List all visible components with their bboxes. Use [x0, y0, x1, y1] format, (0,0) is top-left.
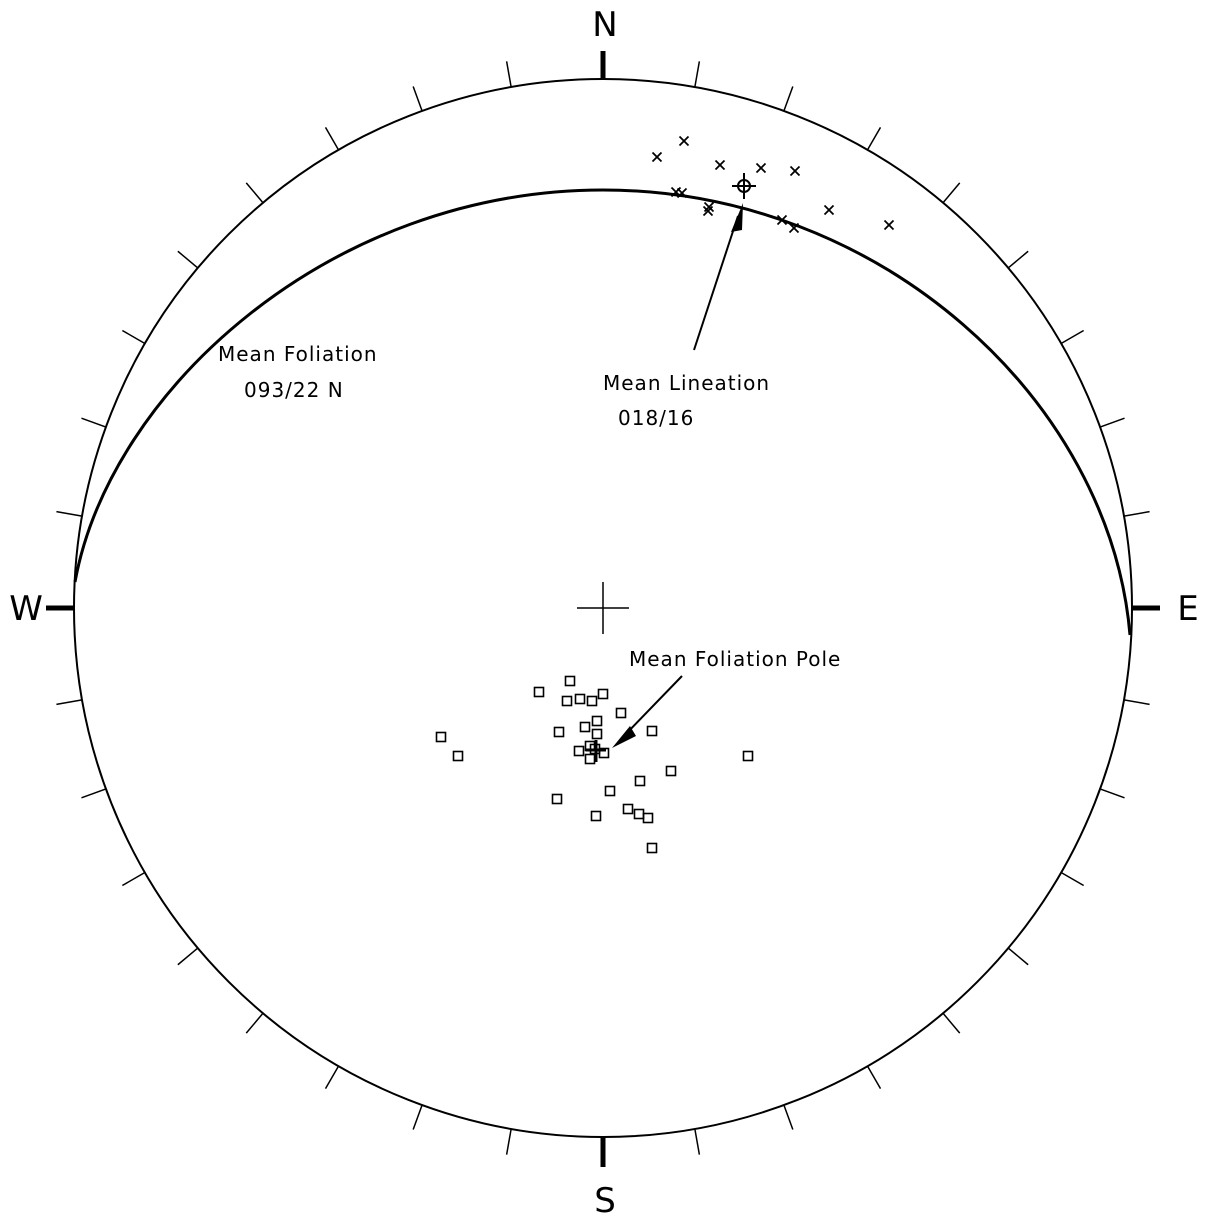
- tick-mark: [505, 61, 512, 88]
- mean-lineation-title: Mean Lineation: [603, 371, 770, 395]
- tick-mark: [783, 86, 794, 112]
- foliation-pole-point: [591, 728, 603, 740]
- foliation-pole-point: [435, 731, 447, 743]
- foliation-pole-point: [452, 750, 464, 762]
- tick-mark: [1007, 250, 1029, 269]
- tick-mark: [177, 947, 199, 966]
- north-label: N: [592, 5, 617, 45]
- mean-foliation-pole-marker: [586, 740, 606, 762]
- lineation-point: [714, 159, 726, 171]
- tick-mark: [1007, 947, 1029, 966]
- foliation-pole-point: [591, 715, 603, 727]
- lineation-point: [678, 135, 690, 147]
- foliation-pole-point: [634, 775, 646, 787]
- tick-mark: [942, 182, 961, 204]
- tick-mark: [694, 1128, 701, 1155]
- tick-mark: [245, 1012, 264, 1034]
- lineation-point: [651, 151, 663, 163]
- foliation-pole-point: [622, 803, 634, 815]
- foliation-pole-point: [615, 707, 627, 719]
- tick-mark: [1123, 699, 1150, 706]
- foliation-pole-point: [642, 812, 654, 824]
- foliation-pole-point: [633, 808, 645, 820]
- foliation-pole-point: [551, 793, 563, 805]
- tick-mark: [1060, 329, 1085, 345]
- foliation-pole-point: [574, 693, 586, 705]
- foliation-pole-point: [604, 785, 616, 797]
- lineation-point: [823, 204, 835, 216]
- lineation-point: [788, 222, 800, 234]
- tick-mark: [245, 182, 264, 204]
- foliation-pole-point: [597, 688, 609, 700]
- mean-lineation-arrow: [693, 203, 743, 351]
- south-label: S: [594, 1181, 616, 1216]
- tick-mark: [121, 329, 146, 345]
- lineation-point: [676, 187, 688, 199]
- tick-mark: [866, 126, 882, 151]
- tick-mark: [505, 1128, 512, 1155]
- tick-mark: [81, 788, 107, 799]
- tick-mark: [1060, 871, 1085, 887]
- tick-mark: [1123, 510, 1150, 517]
- tick-mark: [324, 1065, 340, 1090]
- lineation-points: [651, 135, 895, 234]
- lineation-point: [755, 162, 767, 174]
- mean-foliation-value: 093/22 N: [244, 378, 344, 402]
- tick-mark: [1099, 417, 1125, 428]
- tick-mark: [783, 1104, 794, 1130]
- foliation-pole-point: [579, 721, 591, 733]
- foliation-pole-point: [646, 842, 658, 854]
- foliation-pole-point: [533, 686, 545, 698]
- degree-ticks: [56, 61, 1150, 1155]
- east-label: E: [1177, 589, 1198, 629]
- tick-mark: [1099, 788, 1125, 799]
- tick-mark: [412, 86, 423, 112]
- foliation-pole-point: [665, 765, 677, 777]
- lineation-point: [702, 205, 714, 217]
- mean-foliation-title: Mean Foliation: [218, 342, 378, 366]
- tick-mark: [177, 250, 199, 269]
- mean-foliation-pole-title: Mean Foliation Pole: [629, 647, 841, 671]
- foliation-pole-point: [584, 753, 596, 765]
- foliation-pole-point: [564, 675, 576, 687]
- tick-mark: [324, 126, 340, 151]
- mean-lineation-marker: [732, 173, 756, 199]
- tick-mark: [56, 699, 83, 706]
- foliation-pole-point: [646, 725, 658, 737]
- mean-foliation-great-circle: [73, 188, 1132, 636]
- foliation-pole-point: [590, 810, 602, 822]
- foliation-pole-points: [435, 675, 754, 854]
- lineation-point: [883, 219, 895, 231]
- mean-foliation-pole-arrow: [612, 675, 683, 748]
- lineation-point: [776, 214, 788, 226]
- tick-mark: [81, 417, 107, 428]
- tick-mark: [56, 510, 83, 517]
- tick-mark: [694, 61, 701, 88]
- foliation-pole-point: [573, 745, 585, 757]
- foliation-pole-point: [561, 695, 573, 707]
- tick-mark: [866, 1065, 882, 1090]
- tick-mark: [942, 1012, 961, 1034]
- tick-mark: [121, 871, 146, 887]
- west-label: W: [9, 589, 43, 629]
- tick-mark: [412, 1104, 423, 1130]
- foliation-pole-point: [742, 750, 754, 762]
- foliation-pole-point: [553, 726, 565, 738]
- foliation-pole-point: [586, 695, 598, 707]
- lineation-point: [789, 165, 801, 177]
- mean-lineation-value: 018/16: [618, 406, 694, 430]
